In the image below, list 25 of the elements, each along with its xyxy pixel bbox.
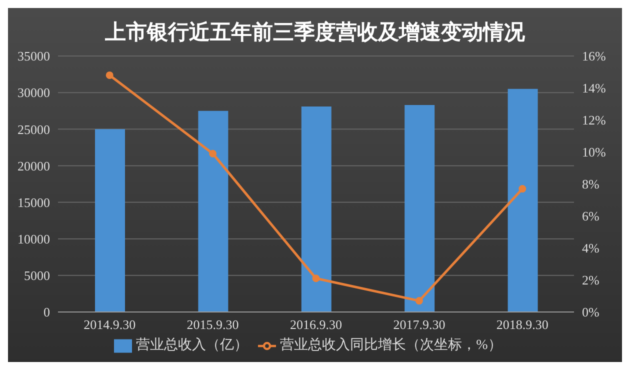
legend-label: 营业总收入同比增长（次坐标，%） <box>280 338 502 353</box>
x-tick-label: 2015.9.30 <box>186 317 239 332</box>
y2-tick-label: 0% <box>582 304 600 320</box>
chart-title: 上市银行近五年前三季度营收及增速变动情况 <box>104 19 526 46</box>
legend-label: 营业总收入（亿） <box>136 338 248 353</box>
y-tick-label: 25000 <box>18 122 50 137</box>
y2-tick-label: 4% <box>582 240 600 256</box>
x-tick-label: 2014.9.30 <box>84 317 136 332</box>
y-tick-label: 10000 <box>18 231 50 246</box>
x-tick-label: 2017.9.30 <box>393 317 446 332</box>
y-tick-label: 35000 <box>18 48 50 64</box>
y2-tick-label: 8% <box>582 176 600 192</box>
y2-tick-label: 6% <box>582 208 600 224</box>
y2-tick-label: 14% <box>582 80 606 96</box>
y-tick-label: 5000 <box>24 268 50 284</box>
x-tick-label: 2016.9.30 <box>290 317 342 332</box>
y2-tick-label: 16% <box>582 48 606 64</box>
x-tick-label: 2018.9.30 <box>496 317 548 332</box>
y2-tick-label: 2% <box>582 272 600 288</box>
y2-tick-label: 10% <box>582 144 606 160</box>
y-tick-label: 30000 <box>18 85 50 100</box>
y-tick-label: 20000 <box>18 158 50 174</box>
y2-tick-label: 12% <box>582 112 606 128</box>
y-tick-label: 15000 <box>18 194 50 210</box>
y-tick-label: 0 <box>44 304 50 320</box>
